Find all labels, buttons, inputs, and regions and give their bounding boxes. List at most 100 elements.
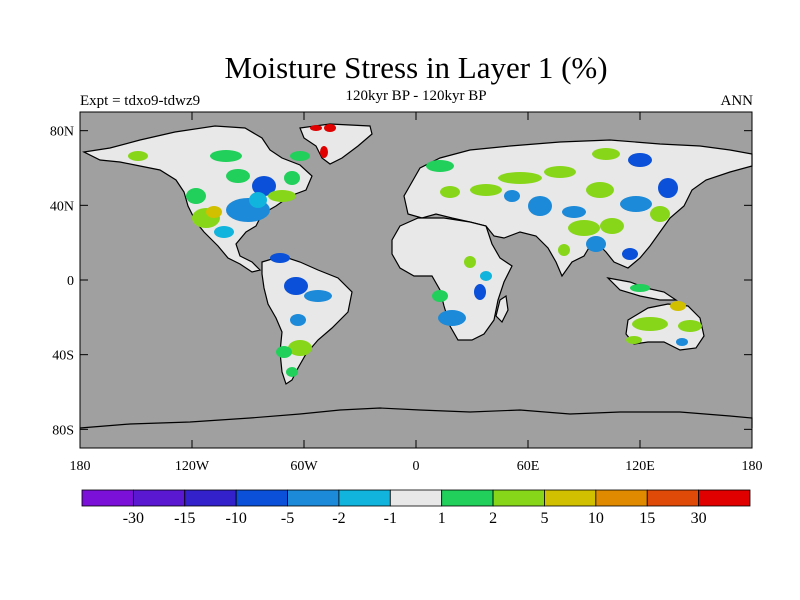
colorbar-label: -5 [281, 510, 294, 527]
colorbar-label: 10 [588, 510, 604, 527]
colorbar-swatch [184, 489, 237, 507]
anomaly-patch [586, 182, 614, 198]
colorbar-swatch [287, 489, 340, 507]
anomaly-patch [128, 151, 148, 161]
anomaly-patch [268, 190, 296, 202]
colorbar-label: 2 [489, 510, 497, 527]
anomaly-patch [286, 367, 298, 377]
anomaly-patch [270, 253, 290, 263]
anomaly-patch [324, 124, 336, 132]
anomaly-patch [628, 153, 652, 167]
colorbar-label: 30 [691, 510, 707, 527]
anomaly-patch [562, 206, 586, 218]
antarctica [79, 407, 753, 429]
anomaly-patch [186, 188, 206, 204]
anomaly-patch [620, 196, 652, 212]
anomaly-patch [630, 284, 650, 292]
anomaly-patch [290, 314, 306, 326]
experiment-label: Expt = tdxo9-tdwz9 [80, 93, 201, 109]
anomaly-patch [678, 320, 702, 332]
anomaly-patch [284, 277, 308, 295]
anomaly-patch [622, 248, 638, 260]
anomaly-patch [438, 310, 466, 326]
colorbar-label: 1 [438, 510, 446, 527]
colorbar-label: -15 [174, 510, 195, 527]
colorbar-swatch [441, 489, 494, 507]
anomaly-patch [440, 186, 460, 198]
colorbar-label: 15 [639, 510, 655, 527]
lon-tick-label: 120W [175, 459, 210, 474]
anomaly-patch [544, 166, 576, 178]
moisture-stress-anomaly-patches [128, 124, 702, 377]
anomaly-patch [310, 125, 322, 131]
madagascar [495, 294, 509, 324]
colorbar-swatch [595, 489, 648, 507]
anomaly-patch [470, 184, 502, 196]
anomaly-patch [626, 336, 642, 344]
colorbar-swatch [698, 489, 751, 507]
anomaly-patch [432, 290, 448, 302]
anomaly-patch [504, 190, 520, 202]
anomaly-patch [670, 301, 686, 311]
anomaly-patch [226, 169, 250, 183]
anomaly-patch [214, 226, 234, 238]
anomaly-patch [206, 206, 222, 218]
colorbar: -30 -15 -10 -5 -2 -1 1 2 5 10 15 30 [81, 489, 751, 527]
plot-title: Moisture Stress in Layer 1 (%) [224, 50, 608, 85]
colorbar-label: -1 [384, 510, 397, 527]
lon-tick-label: 180 [742, 459, 763, 474]
anomaly-patch [498, 172, 542, 184]
latitude-axis: 80N 40N 0 40S 80S [50, 125, 752, 438]
colorbar-label: -2 [332, 510, 345, 527]
anomaly-patch [288, 340, 312, 356]
colorbar-swatch [132, 489, 186, 507]
colorbar-swatch [646, 489, 700, 507]
anomaly-patch [290, 151, 310, 161]
lon-tick-label: 60E [517, 459, 540, 474]
anomaly-patch [568, 220, 600, 236]
lat-tick-label: 40S [52, 349, 74, 364]
anomaly-patch [558, 244, 570, 256]
colorbar-swatch [235, 489, 288, 507]
anomaly-patch [464, 256, 476, 268]
lat-tick-label: 80S [52, 423, 74, 438]
anomaly-patch [249, 192, 267, 208]
anomaly-patch [658, 178, 678, 198]
anomaly-patch [600, 218, 624, 234]
lat-tick-label: 40N [50, 199, 74, 214]
anomaly-patch [592, 148, 620, 160]
lat-tick-label: 0 [67, 274, 74, 289]
colorbar-swatch [81, 489, 134, 507]
anomaly-patch [210, 150, 242, 162]
anomaly-patch [632, 317, 668, 331]
anomaly-patch [676, 338, 688, 346]
colorbar-label: 5 [540, 510, 548, 527]
colorbar-swatch [338, 489, 391, 507]
colorbar-swatch [389, 489, 443, 507]
anomaly-patch [304, 290, 332, 302]
anomaly-patch [528, 196, 552, 216]
anomaly-patch [426, 160, 454, 172]
anomaly-patch [480, 271, 492, 281]
lat-tick-label: 80N [50, 125, 74, 140]
anomaly-patch [276, 346, 292, 358]
lon-tick-label: 180 [70, 459, 91, 474]
africa [391, 217, 513, 341]
lon-tick-label: 0 [413, 459, 420, 474]
anomaly-patch [284, 171, 300, 185]
season-label: ANN [720, 93, 754, 109]
anomaly-patch [252, 176, 276, 196]
lon-tick-label: 120E [625, 459, 655, 474]
colorbar-label: -30 [123, 510, 144, 527]
anomaly-patch [474, 284, 486, 300]
colorbar-swatch [544, 489, 597, 507]
anomaly-patch [586, 236, 606, 252]
anomaly-patch [320, 146, 328, 158]
anomaly-patch [650, 206, 670, 222]
lon-tick-label: 60W [290, 459, 318, 474]
map-frame [79, 111, 753, 449]
colorbar-swatch [492, 489, 545, 507]
greenland [299, 123, 373, 165]
colorbar-label: -10 [225, 510, 246, 527]
